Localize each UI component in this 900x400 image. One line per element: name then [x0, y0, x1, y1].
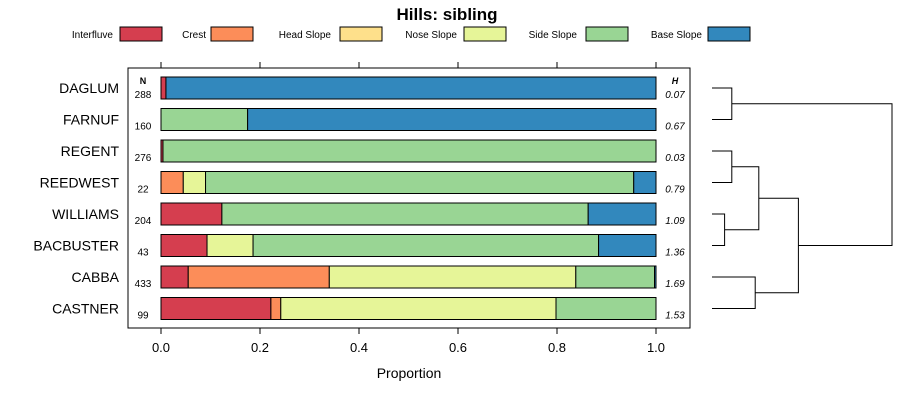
row-h-value: 0.67 — [665, 122, 685, 133]
n-column-header: N — [140, 76, 147, 86]
row-n-value: 433 — [135, 279, 152, 290]
dendrogram-link-m7 — [731, 103, 893, 246]
plot-frame — [127, 67, 691, 329]
bar-segment-side-slope — [205, 171, 635, 194]
bar-segment-base-slope — [633, 171, 657, 194]
legend-label-crest: Crest — [182, 30, 206, 41]
row-farnuf: FARNUF 160 0.67 — [63, 108, 685, 133]
row-h-value: 0.79 — [665, 185, 685, 196]
row-bacbuster: BACBUSTER 43 1.36 — [33, 234, 685, 259]
row-h-value: 1.36 — [665, 248, 685, 259]
row-n-value: 99 — [137, 311, 149, 322]
bar-segment-nose-slope — [206, 234, 254, 257]
bar-segment-interfluve — [160, 297, 272, 320]
legend-swatch-crest — [210, 26, 254, 42]
bar-segment-side-slope — [162, 139, 657, 163]
row-n-value: 276 — [135, 153, 152, 164]
bar-segment-nose-slope — [280, 297, 557, 320]
row-daglum: DAGLUM 288 0.07 — [59, 76, 685, 101]
row-n-value: 288 — [135, 90, 152, 101]
row-h-value: 1.09 — [665, 216, 685, 227]
bar-segment-base-slope — [654, 265, 657, 289]
row-label: WILLIAMS — [52, 206, 119, 222]
row-n-value: 43 — [137, 248, 149, 259]
dendrogram-link-m6 — [755, 197, 799, 294]
row-n-value: 22 — [137, 185, 149, 196]
row-n-value: 160 — [135, 122, 152, 133]
row-h-value: 1.69 — [665, 279, 685, 290]
x-tick-label: 1.0 — [647, 340, 665, 355]
x-axis-title: Proportion — [377, 365, 442, 381]
bar-segment-base-slope — [587, 202, 657, 226]
bar-segment-interfluve — [160, 265, 189, 289]
legend-label-base-slope: Base Slope — [651, 30, 703, 41]
row-label: DAGLUM — [59, 80, 119, 96]
bar-segment-base-slope — [598, 234, 657, 257]
dendrogram-link-m4 — [724, 166, 760, 231]
row-h-value: 0.03 — [665, 153, 685, 164]
bar-segment-base-slope — [247, 108, 657, 131]
legend-swatch-head-slope — [339, 26, 383, 42]
bar-segment-side-slope — [555, 297, 657, 320]
x-axis: 0.0 0.2 0.4 0.6 0.8 1.0 — [152, 62, 665, 355]
legend: Interfluve Crest Head Slope Nose Slope Side … — [72, 26, 751, 42]
bar-segment-side-slope — [221, 202, 589, 226]
row-regent: REGENT 276 0.03 — [61, 139, 685, 164]
legend-label-side-slope: Side Slope — [529, 30, 578, 41]
bar-segment-side-slope — [252, 234, 600, 257]
row-cabba: CABBA 433 1.69 — [72, 265, 685, 290]
row-label: REEDWEST — [40, 175, 120, 191]
row-williams: WILLIAMS 204 1.09 — [52, 202, 685, 227]
dendrogram — [712, 87, 893, 309]
row-label: CABBA — [72, 269, 120, 285]
row-reedwest: REEDWEST 22 0.79 — [40, 171, 685, 196]
row-label: BACBUSTER — [33, 238, 119, 254]
bar-segment-nose-slope — [182, 171, 207, 194]
bar-segment-interfluve — [160, 76, 167, 100]
x-tick-label: 0.4 — [350, 340, 368, 355]
dendrogram-link-m5 — [712, 276, 756, 309]
bar-segment-interfluve — [160, 234, 208, 257]
x-tick-label: 0.8 — [548, 340, 566, 355]
legend-swatch-nose-slope — [463, 26, 507, 42]
chart-title: Hills: sibling — [396, 5, 497, 24]
legend-swatch-interfluve — [119, 26, 163, 42]
dendrogram-link-m1 — [712, 87, 733, 120]
row-n-value: 204 — [135, 216, 152, 227]
dendrogram-link-m2 — [712, 150, 733, 183]
legend-label-head-slope: Head Slope — [279, 30, 332, 41]
legend-label-interfluve: Interfluve — [72, 30, 114, 41]
x-tick-label: 0.2 — [251, 340, 269, 355]
x-tick-label: 0.6 — [449, 340, 467, 355]
row-label: CASTNER — [52, 301, 119, 317]
bar-segment-base-slope — [165, 76, 657, 100]
row-label: FARNUF — [63, 112, 119, 128]
bar-segment-side-slope — [160, 108, 249, 131]
h-column-header: H — [672, 76, 679, 86]
row-castner: CASTNER 99 1.53 — [52, 297, 685, 322]
bar-segment-crest — [187, 265, 330, 289]
bar-segment-nose-slope — [328, 265, 577, 289]
row-h-value: 0.07 — [665, 90, 685, 101]
legend-label-nose-slope: Nose Slope — [405, 30, 457, 41]
bar-segment-side-slope — [575, 265, 656, 289]
row-label: REGENT — [61, 143, 120, 159]
legend-swatch-side-slope — [585, 26, 629, 42]
row-h-value: 1.53 — [665, 311, 685, 322]
x-tick-label: 0.0 — [152, 340, 170, 355]
legend-swatch-base-slope — [707, 26, 751, 42]
dendrogram-link-m3 — [712, 213, 726, 246]
bar-segment-interfluve — [160, 202, 223, 226]
bar-segment-crest — [270, 297, 282, 320]
bar-segment-crest — [160, 171, 184, 194]
